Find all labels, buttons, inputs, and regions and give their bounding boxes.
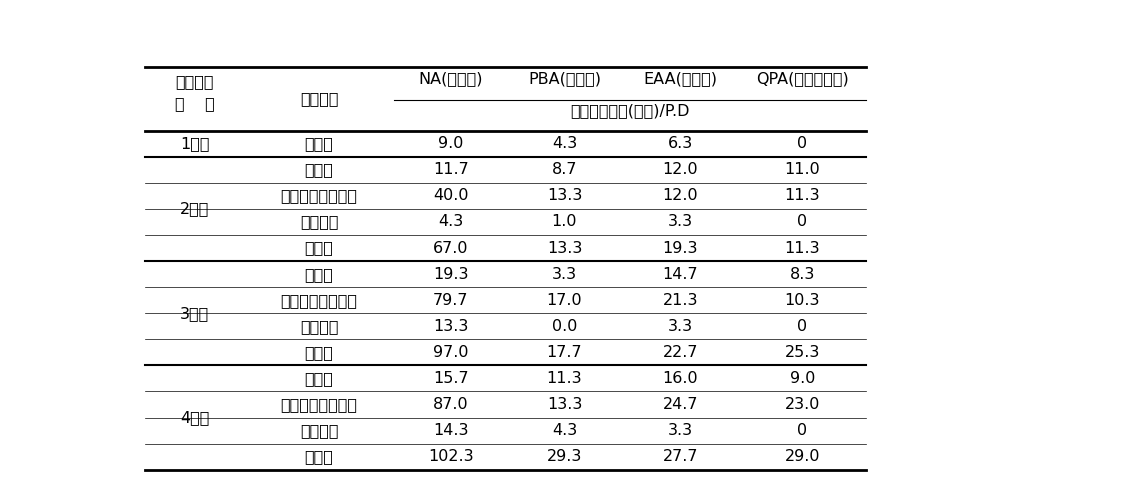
Text: 19.3: 19.3 bbox=[663, 241, 698, 255]
Text: 배지사용: 배지사용 bbox=[176, 74, 214, 89]
Text: 6.3: 6.3 bbox=[667, 136, 693, 151]
Text: 87.0: 87.0 bbox=[433, 397, 469, 412]
Text: 16.0: 16.0 bbox=[663, 371, 698, 386]
Text: 24.7: 24.7 bbox=[663, 397, 698, 412]
Text: 0.0: 0.0 bbox=[552, 319, 577, 334]
Text: 10.3: 10.3 bbox=[784, 293, 820, 308]
Text: EAA(방선균): EAA(방선균) bbox=[644, 71, 717, 86]
Text: 0: 0 bbox=[798, 136, 808, 151]
Text: 차아염소산나트륨: 차아염소산나트륨 bbox=[281, 293, 357, 308]
Text: 4.3: 4.3 bbox=[552, 136, 577, 151]
Text: 3년차: 3년차 bbox=[180, 306, 210, 321]
Text: 0: 0 bbox=[798, 319, 808, 334]
Text: 밧사미드: 밧사미드 bbox=[300, 215, 338, 230]
Text: 2년차: 2년차 bbox=[180, 201, 210, 217]
Text: 23.0: 23.0 bbox=[784, 397, 820, 412]
Text: 연    수: 연 수 bbox=[175, 97, 214, 112]
Text: 17.7: 17.7 bbox=[547, 345, 583, 360]
Text: QPA(잿빛곰팡이): QPA(잿빛곰팡이) bbox=[756, 71, 849, 86]
Text: 0: 0 bbox=[798, 423, 808, 438]
Text: 19.3: 19.3 bbox=[433, 266, 469, 281]
Text: 22.7: 22.7 bbox=[663, 345, 698, 360]
Text: 차아염소산나트륨: 차아염소산나트륨 bbox=[281, 188, 357, 203]
Text: 3.3: 3.3 bbox=[667, 319, 693, 334]
Text: 29.3: 29.3 bbox=[547, 449, 583, 464]
Text: 12.0: 12.0 bbox=[663, 162, 698, 177]
Text: 14.3: 14.3 bbox=[433, 423, 469, 438]
Text: 9.0: 9.0 bbox=[438, 136, 463, 151]
Text: 무처리: 무처리 bbox=[304, 345, 334, 360]
Text: 12.0: 12.0 bbox=[663, 188, 698, 203]
Text: 차아염소산나트륨: 차아염소산나트륨 bbox=[281, 397, 357, 412]
Text: 15.7: 15.7 bbox=[433, 371, 469, 386]
Text: 13.3: 13.3 bbox=[433, 319, 469, 334]
Text: PBA(총진균): PBA(총진균) bbox=[527, 71, 601, 86]
Text: 1년차: 1년차 bbox=[180, 136, 210, 151]
Text: 27.7: 27.7 bbox=[663, 449, 698, 464]
Text: 8.7: 8.7 bbox=[552, 162, 577, 177]
Text: 25.3: 25.3 bbox=[784, 345, 820, 360]
Text: 1.0: 1.0 bbox=[552, 215, 577, 230]
Text: 17.0: 17.0 bbox=[547, 293, 583, 308]
Text: 79.7: 79.7 bbox=[433, 293, 469, 308]
Text: 13.3: 13.3 bbox=[547, 397, 583, 412]
Text: 21.3: 21.3 bbox=[663, 293, 698, 308]
Text: 소독방법: 소독방법 bbox=[300, 92, 338, 107]
Text: 4년차: 4년차 bbox=[180, 410, 210, 425]
Text: 14.7: 14.7 bbox=[663, 266, 698, 281]
Text: 11.3: 11.3 bbox=[784, 241, 820, 255]
Text: 무처리: 무처리 bbox=[304, 136, 334, 151]
Text: 13.3: 13.3 bbox=[547, 241, 583, 255]
Text: 4.3: 4.3 bbox=[552, 423, 577, 438]
Text: 11.3: 11.3 bbox=[547, 371, 583, 386]
Text: 3.3: 3.3 bbox=[552, 266, 577, 281]
Text: 29.0: 29.0 bbox=[784, 449, 820, 464]
Text: 97.0: 97.0 bbox=[433, 345, 469, 360]
Text: 40.0: 40.0 bbox=[433, 188, 469, 203]
Text: 밧사미드: 밧사미드 bbox=[300, 319, 338, 334]
Text: 67.0: 67.0 bbox=[433, 241, 469, 255]
Text: 11.7: 11.7 bbox=[433, 162, 469, 177]
Text: 페로산: 페로산 bbox=[304, 266, 334, 281]
Text: 11.3: 11.3 bbox=[784, 188, 820, 203]
Text: 11.0: 11.0 bbox=[784, 162, 820, 177]
Text: 3.3: 3.3 bbox=[667, 423, 693, 438]
Text: 102.3: 102.3 bbox=[428, 449, 473, 464]
Text: 3.3: 3.3 bbox=[667, 215, 693, 230]
Text: 밧사미드: 밧사미드 bbox=[300, 423, 338, 438]
Text: 4.3: 4.3 bbox=[438, 215, 463, 230]
Text: 0: 0 bbox=[798, 215, 808, 230]
Text: 9.0: 9.0 bbox=[790, 371, 815, 386]
Text: 페로산: 페로산 bbox=[304, 162, 334, 177]
Text: 8.3: 8.3 bbox=[790, 266, 815, 281]
Text: 무처리: 무처리 bbox=[304, 241, 334, 255]
Text: 페로산: 페로산 bbox=[304, 371, 334, 386]
Text: 무처리: 무처리 bbox=[304, 449, 334, 464]
Text: 콜론의집락수(개수)/P.D: 콜론의집락수(개수)/P.D bbox=[570, 103, 690, 118]
Text: NA(총세균): NA(총세균) bbox=[419, 71, 483, 86]
Text: 13.3: 13.3 bbox=[547, 188, 583, 203]
